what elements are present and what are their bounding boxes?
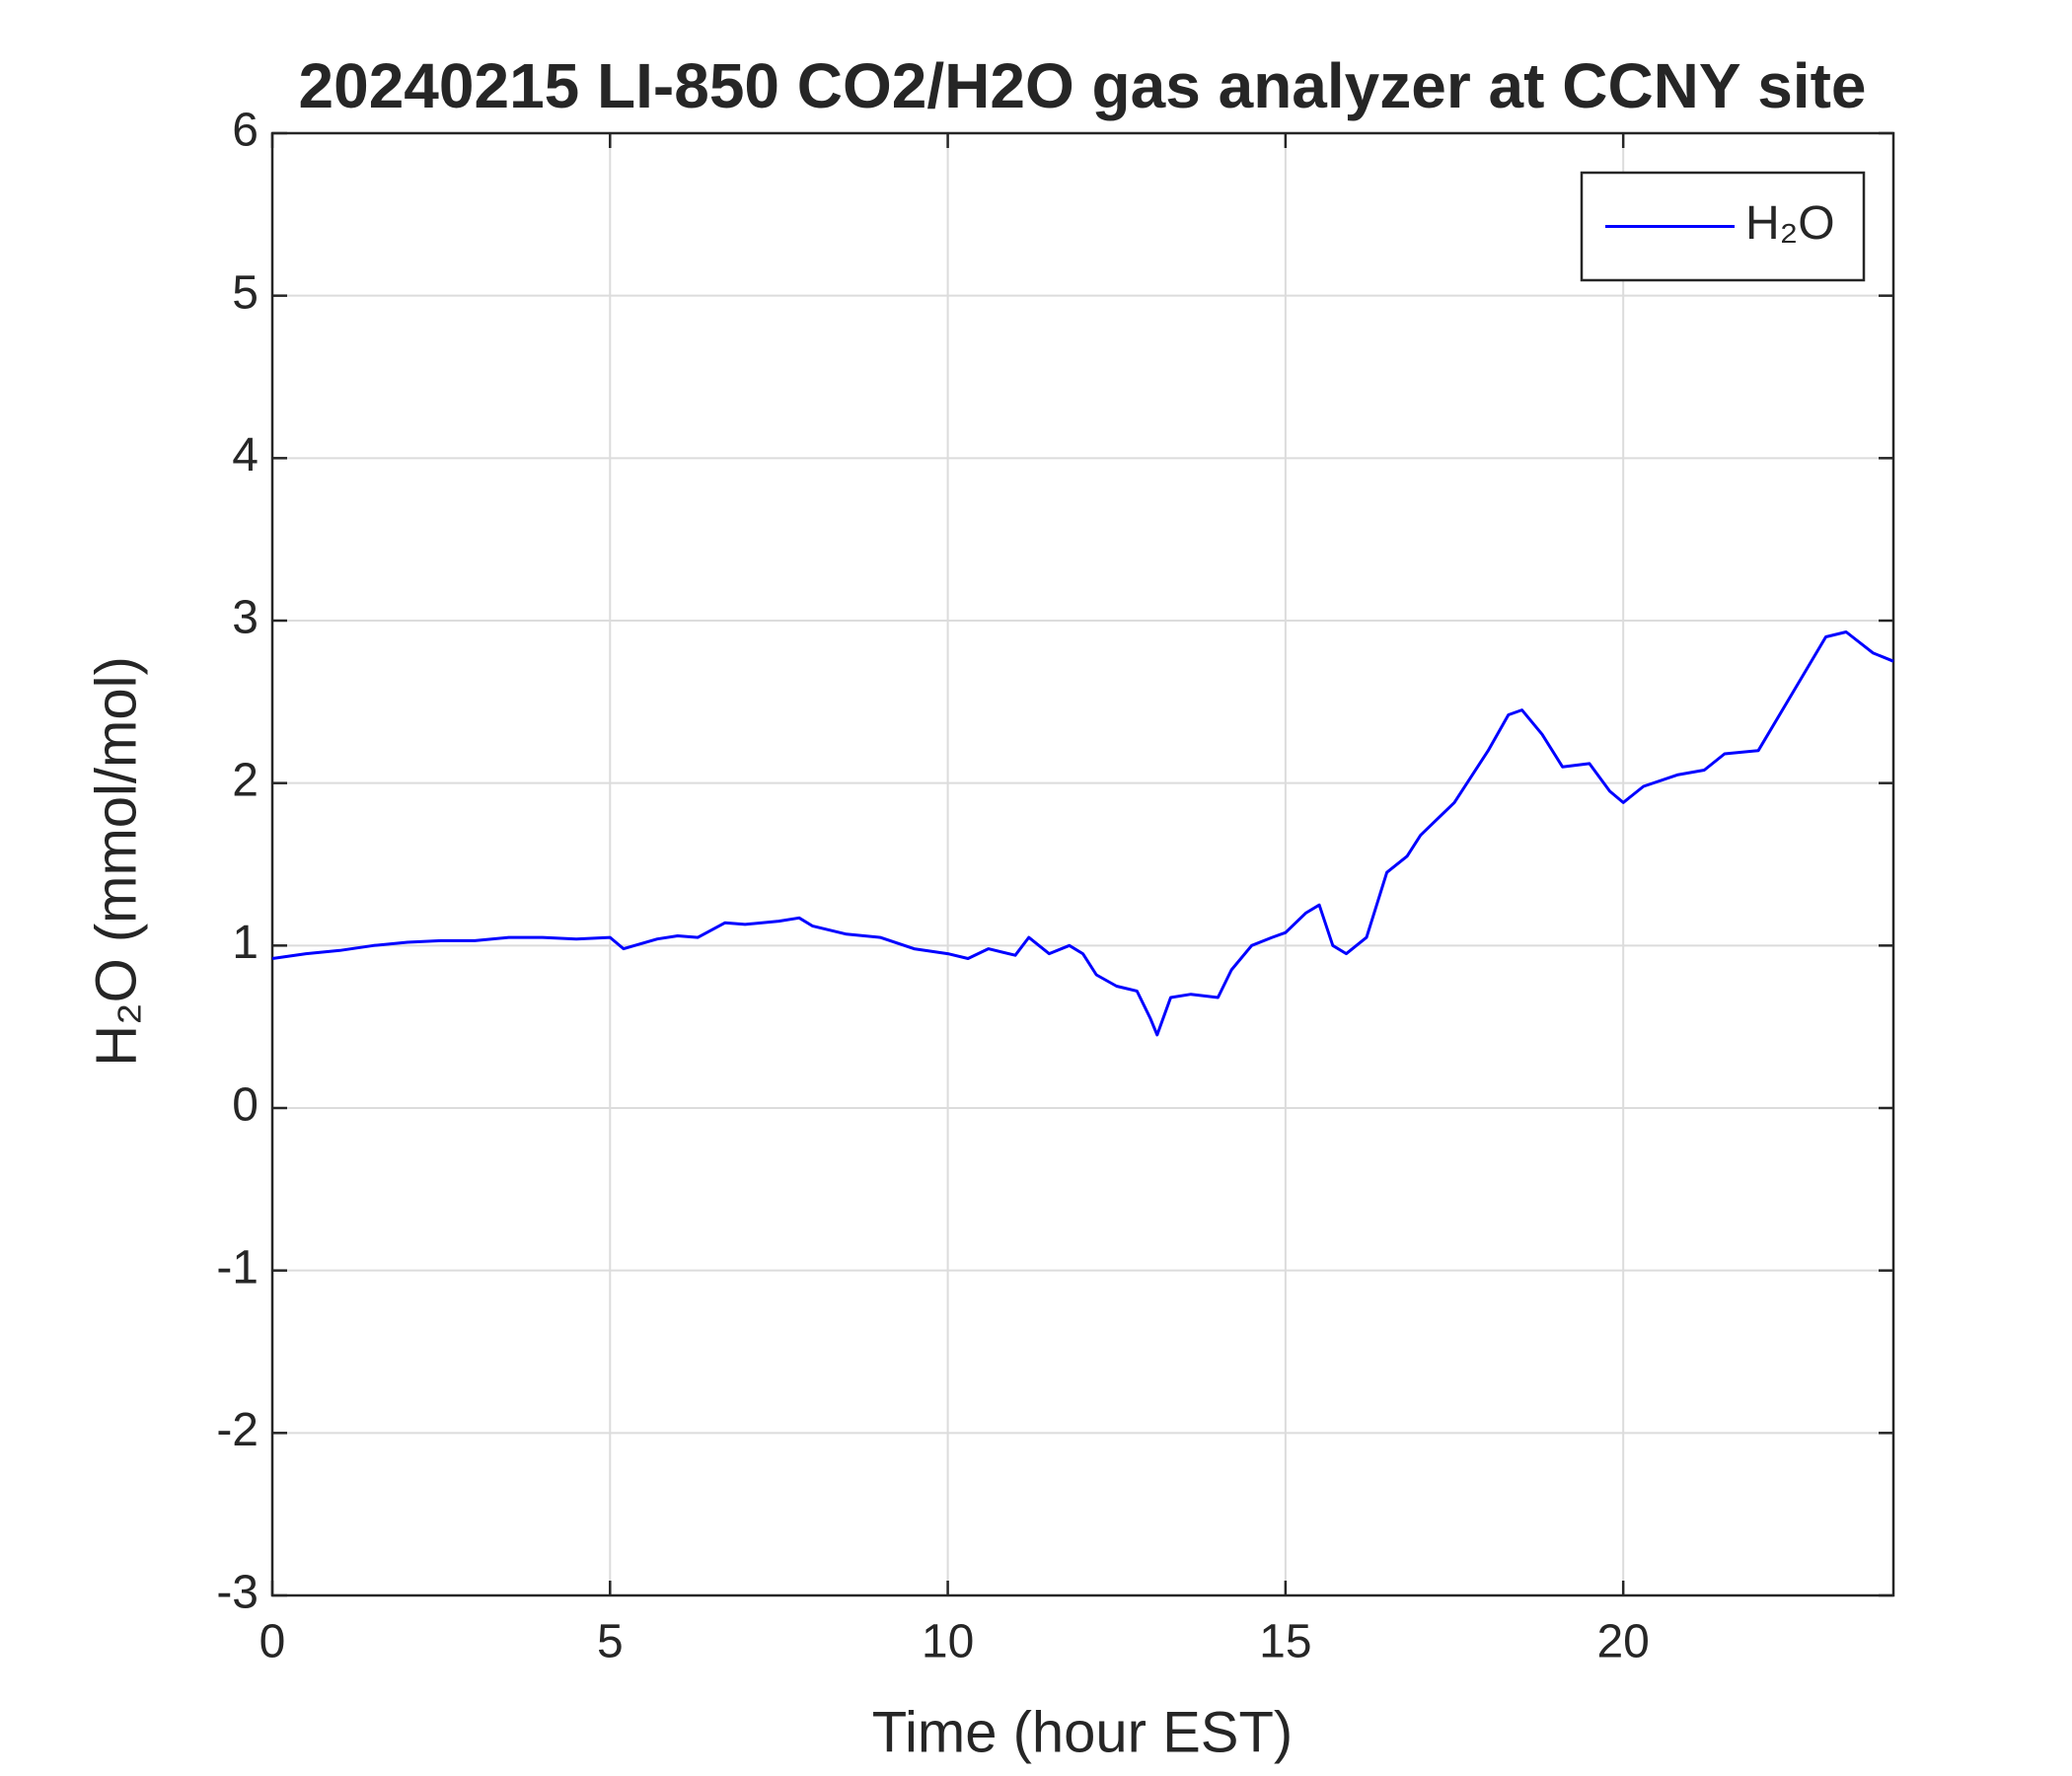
x-tick-label: 15 — [1259, 1616, 1311, 1668]
y-tick-label: -3 — [216, 1567, 259, 1619]
y-tick-label: 5 — [232, 266, 259, 319]
x-tick-label: 5 — [597, 1616, 624, 1668]
y-tick-label: 1 — [232, 917, 259, 969]
y-axis-label: H₂O (mmol/mol) — [84, 656, 148, 1067]
x-axis-label: Time (hour EST) — [872, 1700, 1293, 1764]
y-tick-label: 0 — [232, 1079, 259, 1132]
chart-title: 20240215 LI-850 CO2/H2O gas analyzer at … — [299, 50, 1867, 121]
x-tick-label: 20 — [1596, 1616, 1649, 1668]
y-tick-label: 2 — [232, 754, 259, 806]
y-tick-label: -2 — [216, 1404, 259, 1456]
y-tick-label: 6 — [232, 105, 259, 157]
plot-frame — [270, 131, 1895, 1597]
x-tick-label: 0 — [259, 1616, 286, 1668]
x-tick-label: 10 — [922, 1616, 974, 1668]
y-tick-label: -1 — [216, 1241, 259, 1294]
y-tick-label: 3 — [232, 592, 259, 644]
data-line — [271, 630, 1894, 1037]
y-tick-label: 4 — [232, 429, 259, 481]
legend-label: H₂O — [1745, 197, 1835, 250]
